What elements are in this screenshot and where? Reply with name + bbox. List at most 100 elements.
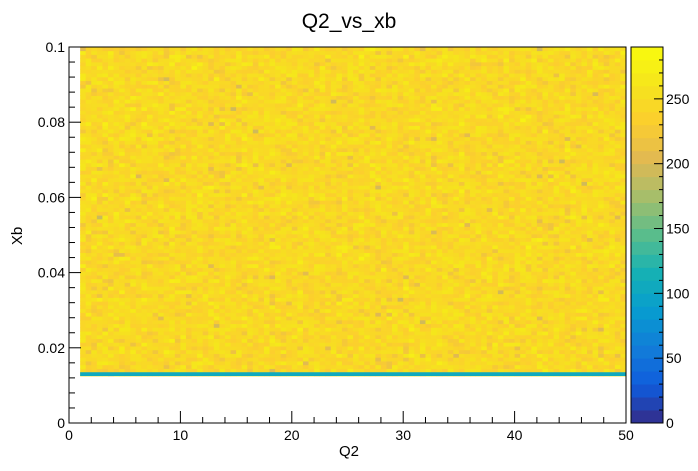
heatmap-cell — [213, 256, 220, 261]
heatmap-cell — [336, 54, 343, 59]
heatmap-cell — [275, 99, 282, 104]
heatmap-cell — [380, 200, 387, 205]
heatmap-cell — [269, 110, 276, 115]
heatmap-cell — [119, 331, 126, 336]
heatmap-cell — [152, 230, 159, 235]
heatmap-cell — [314, 237, 321, 242]
heatmap-cell — [380, 84, 387, 89]
heatmap-cell — [386, 304, 393, 310]
heatmap-cell — [280, 275, 287, 280]
heatmap-cell — [174, 204, 181, 209]
heatmap-cell — [386, 185, 393, 190]
heatmap-cell — [252, 140, 259, 145]
heatmap-cell — [369, 73, 376, 78]
heatmap-cell — [336, 218, 343, 224]
heatmap-cell — [158, 245, 165, 250]
heatmap-cell — [286, 189, 293, 194]
heatmap-cell — [252, 222, 259, 227]
heatmap-cell — [325, 304, 332, 310]
heatmap-cell — [163, 218, 170, 224]
heatmap-cell — [252, 252, 259, 257]
heatmap-cell — [330, 215, 337, 220]
heatmap-cell — [197, 241, 204, 246]
heatmap-cell — [353, 196, 360, 201]
heatmap-cell — [308, 204, 315, 209]
heatmap-cell — [174, 196, 181, 201]
heatmap-cell — [163, 170, 170, 175]
heatmap-cell — [325, 301, 332, 306]
heatmap-cell — [347, 271, 354, 276]
heatmap-cell — [353, 207, 360, 212]
heatmap-cell — [286, 192, 293, 197]
heatmap-cell — [319, 312, 326, 317]
heatmap-cell — [96, 278, 103, 283]
heatmap-cell — [241, 301, 248, 306]
heatmap-cell — [130, 118, 137, 123]
heatmap-cell — [302, 151, 309, 156]
heatmap-cell — [119, 226, 126, 231]
heatmap-cell — [152, 170, 159, 175]
heatmap-cell — [224, 140, 231, 145]
heatmap-cell — [135, 327, 142, 332]
heatmap-cell — [85, 271, 92, 276]
heatmap-cell — [107, 174, 114, 179]
heatmap-cell — [146, 304, 153, 310]
heatmap-cell — [130, 136, 137, 141]
heatmap-cell — [375, 290, 382, 295]
heatmap-cell — [80, 278, 87, 283]
heatmap-cell — [319, 136, 326, 141]
heatmap-cell — [152, 331, 159, 336]
heatmap-cell — [124, 118, 131, 123]
heatmap-cell — [280, 54, 287, 59]
heatmap-cell — [302, 222, 309, 227]
heatmap-cell — [135, 248, 142, 254]
heatmap-cell — [286, 338, 293, 343]
heatmap-cell — [191, 226, 198, 231]
heatmap-cell — [230, 125, 237, 130]
heatmap-cell — [107, 61, 114, 67]
heatmap-cell — [102, 349, 109, 354]
heatmap-cell — [308, 159, 315, 164]
heatmap-cell — [224, 263, 231, 268]
heatmap-cell — [269, 304, 276, 310]
heatmap-cell — [224, 233, 231, 239]
heatmap-cell — [169, 237, 176, 242]
heatmap-cell — [185, 364, 192, 369]
heatmap-cell — [380, 245, 387, 250]
heatmap-cell — [330, 331, 337, 336]
heatmap-cell — [163, 54, 170, 59]
heatmap-cell — [252, 129, 259, 134]
heatmap-cell — [291, 282, 298, 287]
heatmap-cell — [314, 118, 321, 123]
heatmap-cell — [325, 275, 332, 280]
heatmap-cell — [314, 129, 321, 134]
heatmap-cell — [252, 65, 259, 70]
heatmap-cell — [347, 181, 354, 186]
heatmap-cell — [386, 282, 393, 287]
heatmap-cell — [369, 256, 376, 261]
heatmap-cell — [236, 297, 243, 302]
heatmap-cell — [219, 151, 226, 156]
heatmap-cell — [224, 308, 231, 313]
heatmap-cell — [353, 260, 360, 265]
heatmap-cell — [336, 282, 343, 287]
heatmap-cell — [180, 349, 187, 354]
heatmap-cell — [269, 155, 276, 160]
heatmap-cell — [291, 342, 298, 347]
heatmap-cell — [252, 121, 259, 126]
heatmap-cell — [202, 147, 209, 153]
heatmap-cell — [325, 353, 332, 358]
heatmap-cell — [119, 282, 126, 287]
heatmap-cell — [102, 342, 109, 347]
heatmap-cell — [208, 196, 215, 201]
heatmap-cell — [252, 248, 259, 254]
heatmap-cell — [124, 95, 131, 100]
heatmap-cell — [202, 174, 209, 179]
heatmap-cell — [336, 118, 343, 123]
heatmap-cell — [107, 282, 114, 287]
heatmap-cell — [96, 327, 103, 332]
heatmap-cell — [135, 357, 142, 362]
heatmap-cell — [364, 207, 371, 212]
heatmap-cell — [236, 357, 243, 362]
heatmap-cell — [297, 106, 304, 111]
